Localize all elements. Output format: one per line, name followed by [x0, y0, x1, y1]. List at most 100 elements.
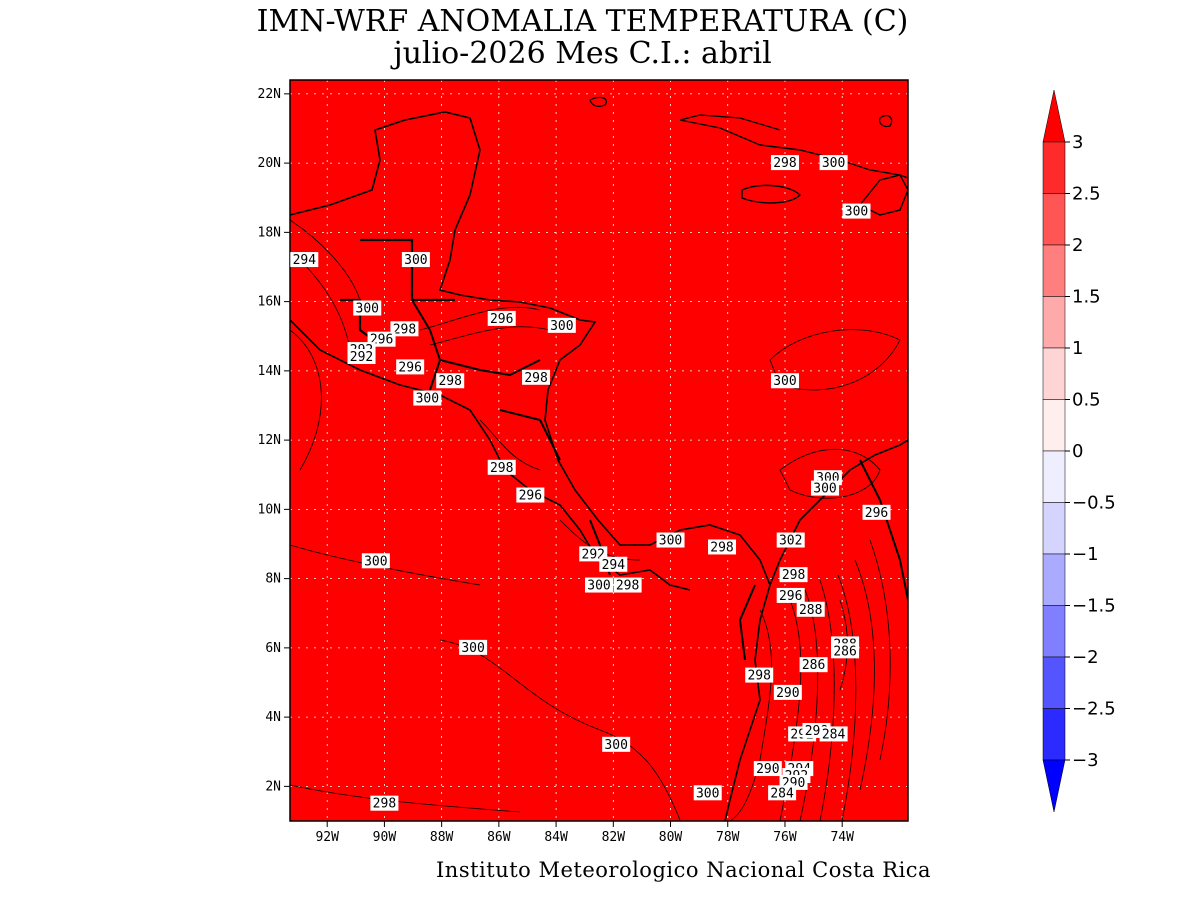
contour-label: 300 [413, 390, 442, 407]
colorbar-label: 1.5 [1072, 287, 1101, 308]
colorbar-swatch [1042, 656, 1066, 709]
contour-label-box [811, 480, 840, 496]
lat-tick-label: 22N [258, 87, 281, 102]
lon-tick-label: 86W [487, 830, 511, 845]
contour-label-box [522, 369, 551, 385]
contour-label-box [819, 155, 848, 171]
contour-labels: 2983003002943003002982962922922962983002… [290, 155, 891, 812]
contour-label-box [401, 252, 430, 268]
lat-tick-label: 4N [265, 710, 281, 725]
contour-label-text: 294 [602, 558, 626, 573]
contour-label-text: 300 [356, 302, 379, 317]
contour-label: 300 [656, 532, 685, 549]
contour-label-box [819, 726, 848, 742]
lat-tick-label: 10N [258, 502, 281, 517]
contour-label-box [773, 684, 802, 700]
contour-label: 294 [290, 252, 319, 268]
contour-label: 292 [347, 349, 376, 365]
contour-label-box [347, 349, 376, 365]
lat-tick-label: 20N [258, 156, 281, 171]
colorbar-swatch [1042, 399, 1066, 452]
contour-label-text: 294 [293, 253, 317, 268]
contour-label-text: 300 [587, 579, 610, 594]
contour-label-box [779, 567, 808, 583]
colorbar-swatch [1042, 708, 1066, 761]
colorbar-label: 0 [1072, 441, 1083, 462]
contour-label: 298 [770, 155, 799, 171]
contour-label-box [361, 553, 390, 569]
contour-label-box [862, 504, 891, 520]
contour-label-box [353, 300, 382, 316]
lon-tick-label: 92W [315, 830, 339, 845]
contour-label-text: 298 [373, 797, 396, 812]
contour-label-text: 292 [582, 547, 605, 562]
lon-tick-label: 90W [373, 830, 397, 845]
contour-label-text: 298 [490, 461, 513, 476]
contour-label-text: 300 [416, 392, 439, 407]
contour-label-text: 298 [782, 568, 805, 583]
contour-label-box [290, 252, 319, 268]
contour-label-box [487, 459, 516, 475]
contour-label: 298 [779, 567, 808, 583]
contour-label: 298 [708, 539, 737, 555]
lon-tick-label: 76W [773, 830, 797, 845]
contour-label-box [708, 539, 737, 555]
colorbar-swatch [1042, 502, 1066, 555]
contour-label-text: 300 [845, 205, 868, 220]
contour-label-box [745, 667, 774, 683]
contour-label-text: 288 [799, 603, 822, 618]
contour-label-box [768, 785, 797, 801]
contour-label-box [770, 155, 799, 171]
lat-tick-label: 2N [265, 779, 281, 794]
colorbar-label: 3 [1072, 132, 1083, 153]
contour-label-text: 298 [773, 156, 796, 171]
contour-label: 300 [585, 577, 613, 594]
contour-label: 300 [353, 300, 382, 317]
lat-tick-label: 18N [258, 225, 281, 240]
contour-label-text: 290 [756, 762, 779, 777]
lat-tick-label: 14N [258, 364, 281, 379]
map-subtitle: julio-2026 Mes C.I.: abril [393, 36, 772, 71]
credit-text: Instituto Meteorologico Nacional Costa R… [436, 858, 932, 882]
contour-label: 298 [390, 321, 419, 337]
contour-label: 286 [831, 643, 860, 659]
contour-label-text: 298 [710, 540, 733, 555]
colorbar-label: −1 [1072, 544, 1099, 565]
colorbar-swatch [1042, 347, 1066, 400]
colorbar-label: −2 [1072, 647, 1099, 668]
contour-label: 300 [401, 252, 430, 268]
colorbar-label: 2.5 [1072, 184, 1101, 205]
contour-label-text: 298 [524, 371, 547, 386]
lon-tick-label: 80W [659, 830, 683, 845]
contour-label-box [842, 203, 871, 219]
contour-label-text: 284 [770, 786, 794, 801]
colorbar-label: −3 [1072, 750, 1099, 771]
contour-label-text: 286 [802, 658, 825, 673]
colorbar-swatch [1042, 553, 1066, 606]
contour-label-text: 296 [779, 589, 802, 604]
contour-label-text: 300 [404, 253, 427, 268]
contour-label-box [599, 556, 628, 572]
lat-tick-label: 12N [258, 433, 281, 448]
lon-tick-label: 78W [716, 830, 740, 845]
coastlines [290, 96, 908, 821]
contour-label-text: 300 [696, 786, 719, 801]
contour-label: 298 [436, 373, 465, 389]
contour-label-box [776, 587, 805, 603]
contour-label-box [613, 577, 642, 593]
contour-label-box [693, 785, 722, 801]
contour-label-box [799, 657, 828, 673]
contour-label: 300 [361, 553, 390, 569]
contour-label-box [459, 639, 488, 655]
contour-label-box [547, 317, 576, 333]
colorbar-label: −0.5 [1072, 493, 1116, 514]
colorbar-label: 2 [1072, 235, 1083, 256]
contour-label-box [487, 310, 516, 326]
contour-label-box [796, 601, 825, 617]
colorbar-swatch [1042, 193, 1066, 246]
contour-label: 298 [370, 795, 399, 812]
axis-ticks: 2N 4N 6N 8N 10N 12N 14N 16N 18N 20N 22N 92W 90W 88W 86… [258, 87, 855, 845]
contour-label-text: 290 [776, 686, 799, 701]
colorbar-swatch [1042, 296, 1066, 349]
